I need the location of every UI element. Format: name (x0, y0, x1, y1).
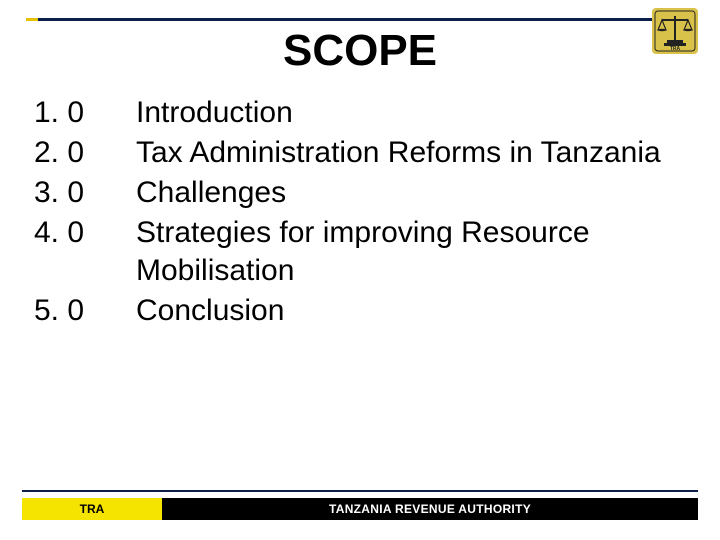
footer-left-label: TRA (22, 498, 162, 520)
item-number: 4. 0 (34, 214, 136, 252)
list-item: 3. 0 Challenges (34, 174, 686, 212)
list-item: 5. 0 Conclusion (34, 292, 686, 330)
item-label: Introduction (136, 94, 686, 132)
page-title: SCOPE (0, 26, 720, 76)
item-label: Conclusion (136, 292, 686, 330)
list-item: 1. 0 Introduction (34, 94, 686, 132)
item-number: 3. 0 (34, 174, 136, 212)
item-label: Strategies for improving Resource Mobili… (136, 214, 686, 290)
scope-list: 1. 0 Introduction 2. 0 Tax Administratio… (34, 94, 686, 332)
footer-rule (22, 490, 698, 492)
footer-right-label: TANZANIA REVENUE AUTHORITY (162, 498, 698, 520)
list-item: 4. 0 Strategies for improving Resource M… (34, 214, 686, 290)
item-number: 1. 0 (34, 94, 136, 132)
header-rule (38, 18, 690, 21)
list-item: 2. 0 Tax Administration Reforms in Tanza… (34, 134, 686, 172)
header-rule-accent (26, 18, 38, 21)
footer-bar: TRA TANZANIA REVENUE AUTHORITY (22, 498, 698, 520)
item-label: Challenges (136, 174, 686, 212)
item-number: 2. 0 (34, 134, 136, 172)
item-number: 5. 0 (34, 292, 136, 330)
item-label: Tax Administration Reforms in Tanzania (136, 134, 686, 172)
